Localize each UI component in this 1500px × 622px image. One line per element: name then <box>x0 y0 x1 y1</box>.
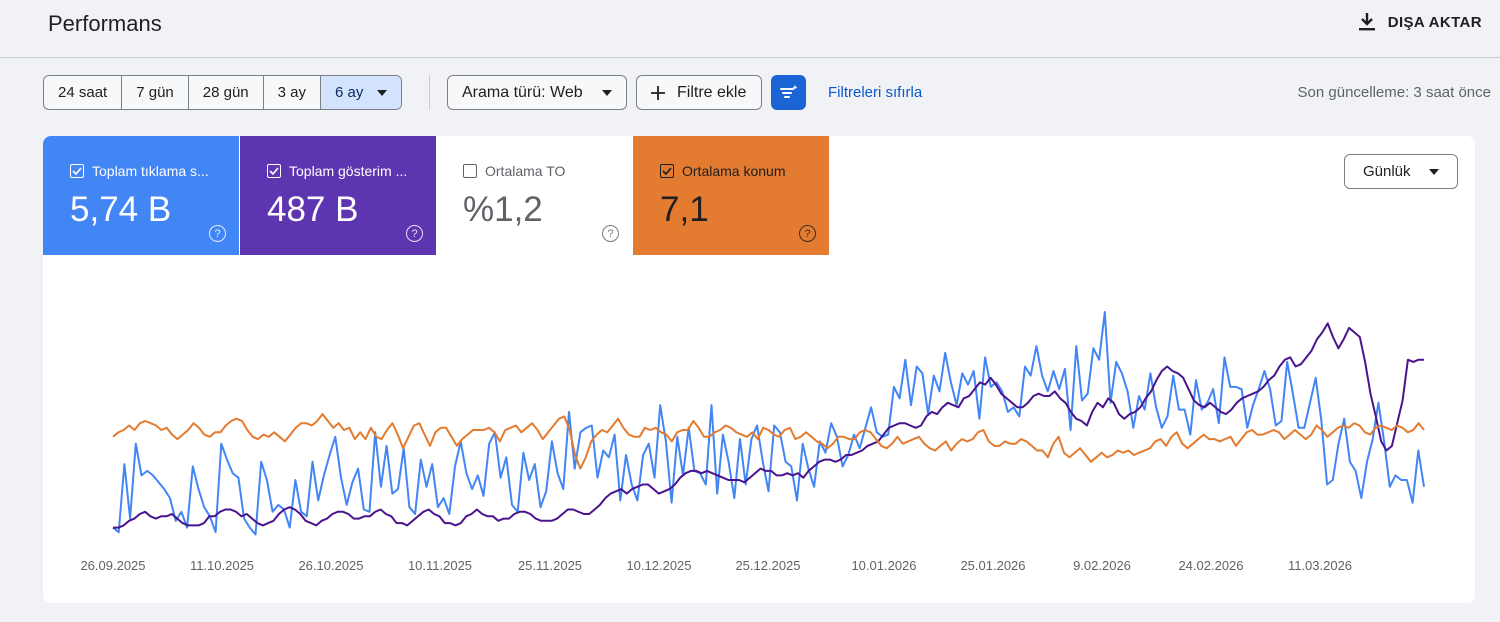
caret-down-icon <box>602 89 612 96</box>
range-28d-button[interactable]: 28 gün <box>189 76 264 109</box>
x-tick-label: 11.03.2026 <box>1288 558 1352 573</box>
metric-ctr-value: %1,2 <box>463 190 543 229</box>
metric-clicks-header: Toplam tıklama s... <box>70 163 209 179</box>
add-filter-button[interactable]: Filtre ekle <box>636 75 762 110</box>
metric-card-clicks[interactable]: Toplam tıklama s... 5,74 B ? <box>43 136 239 255</box>
metric-ctr-label: Ortalama TO <box>485 163 566 179</box>
metric-impressions-value: 487 B <box>267 190 359 229</box>
checkbox-unchecked-icon[interactable] <box>463 164 477 178</box>
help-icon[interactable]: ? <box>406 225 423 242</box>
metric-clicks-label: Toplam tıklama s... <box>92 163 209 179</box>
metric-position-label: Ortalama konum <box>682 163 786 179</box>
x-axis-ticks: 26.09.2025 11.10.2025 26.10.2025 10.11.2025… <box>80 558 1352 573</box>
x-tick-label: 25.12.2025 <box>735 558 800 573</box>
caret-down-icon <box>377 89 388 96</box>
checkbox-checked-icon[interactable] <box>660 164 674 178</box>
checkbox-checked-icon[interactable] <box>267 164 281 178</box>
series-line-impressions[interactable] <box>113 322 1424 529</box>
search-type-label: Arama türü: Web <box>462 83 583 101</box>
filter-sparkle-icon <box>779 84 797 98</box>
metric-card-ctr[interactable]: Ortalama TO %1,2 ? <box>436 136 632 255</box>
header-divider <box>0 57 1500 58</box>
x-tick-label: 26.09.2025 <box>80 558 145 573</box>
range-3m-button[interactable]: 3 ay <box>264 76 322 109</box>
granularity-label: Günlük <box>1363 163 1411 180</box>
help-icon[interactable]: ? <box>602 225 619 242</box>
reset-filters-link[interactable]: Filtreleri sıfırla <box>828 84 923 101</box>
x-tick-label: 10.01.2026 <box>851 558 916 573</box>
performance-chart[interactable]: 26.09.2025 11.10.2025 26.10.2025 10.11.2025… <box>43 255 1475 603</box>
metric-card-impressions[interactable]: Toplam gösterim ... 487 B ? <box>240 136 436 255</box>
filter-settings-button[interactable] <box>771 75 806 110</box>
x-tick-label: 25.01.2026 <box>960 558 1025 573</box>
series-line-position[interactable] <box>112 413 1425 470</box>
metric-card-position[interactable]: Ortalama konum 7,1 ? <box>633 136 829 255</box>
add-filter-label: Filtre ekle <box>677 83 747 101</box>
page-header: Performans DIŞA AKTAR <box>0 0 1500 57</box>
metric-ctr-header: Ortalama TO <box>463 163 565 179</box>
series-line-clicks[interactable] <box>112 311 1425 536</box>
range-7d-button[interactable]: 7 gün <box>122 76 189 109</box>
range-24h-button[interactable]: 24 saat <box>44 76 123 109</box>
checkbox-checked-icon[interactable] <box>70 164 84 178</box>
metric-position-header: Ortalama konum <box>660 163 785 179</box>
x-tick-label: 26.10.2025 <box>298 558 363 573</box>
x-tick-label: 10.11.2025 <box>408 558 472 573</box>
last-updated-text: Son güncelleme: 3 saat önce <box>1297 84 1491 101</box>
export-button[interactable]: DIŞA AKTAR <box>1358 12 1482 32</box>
toolbar: 24 saat 7 gün 28 gün 3 ay 6 ay Arama tür… <box>43 75 1500 110</box>
toolbar-separator <box>429 75 430 110</box>
granularity-dropdown[interactable]: Günlük <box>1344 154 1458 189</box>
range-6m-label: 6 ay <box>335 84 364 101</box>
metric-impressions-label: Toplam gösterim ... <box>289 163 408 179</box>
range-6m-dropdown[interactable]: 6 ay <box>321 76 402 109</box>
x-tick-label: 9.02.2026 <box>1073 558 1131 573</box>
x-tick-label: 10.12.2025 <box>626 558 691 573</box>
download-icon <box>1358 13 1375 31</box>
metric-position-value: 7,1 <box>660 190 709 229</box>
date-range-selector: 24 saat 7 gün 28 gün 3 ay 6 ay <box>43 75 403 110</box>
plus-icon <box>651 85 665 100</box>
help-icon[interactable]: ? <box>209 225 226 242</box>
x-tick-label: 24.02.2026 <box>1178 558 1243 573</box>
page-title: Performans <box>48 11 162 36</box>
search-type-dropdown[interactable]: Arama türü: Web <box>447 75 627 110</box>
performance-card: Toplam tıklama s... 5,74 B ? Toplam göst… <box>43 136 1475 603</box>
help-icon[interactable]: ? <box>799 225 816 242</box>
series-layer <box>112 311 1425 536</box>
caret-down-icon <box>1429 168 1439 175</box>
export-label: DIŞA AKTAR <box>1387 13 1482 31</box>
metric-impressions-header: Toplam gösterim ... <box>267 163 407 179</box>
x-tick-label: 11.10.2025 <box>190 558 254 573</box>
x-tick-label: 25.11.2025 <box>518 558 582 573</box>
metric-clicks-value: 5,74 B <box>70 190 172 229</box>
